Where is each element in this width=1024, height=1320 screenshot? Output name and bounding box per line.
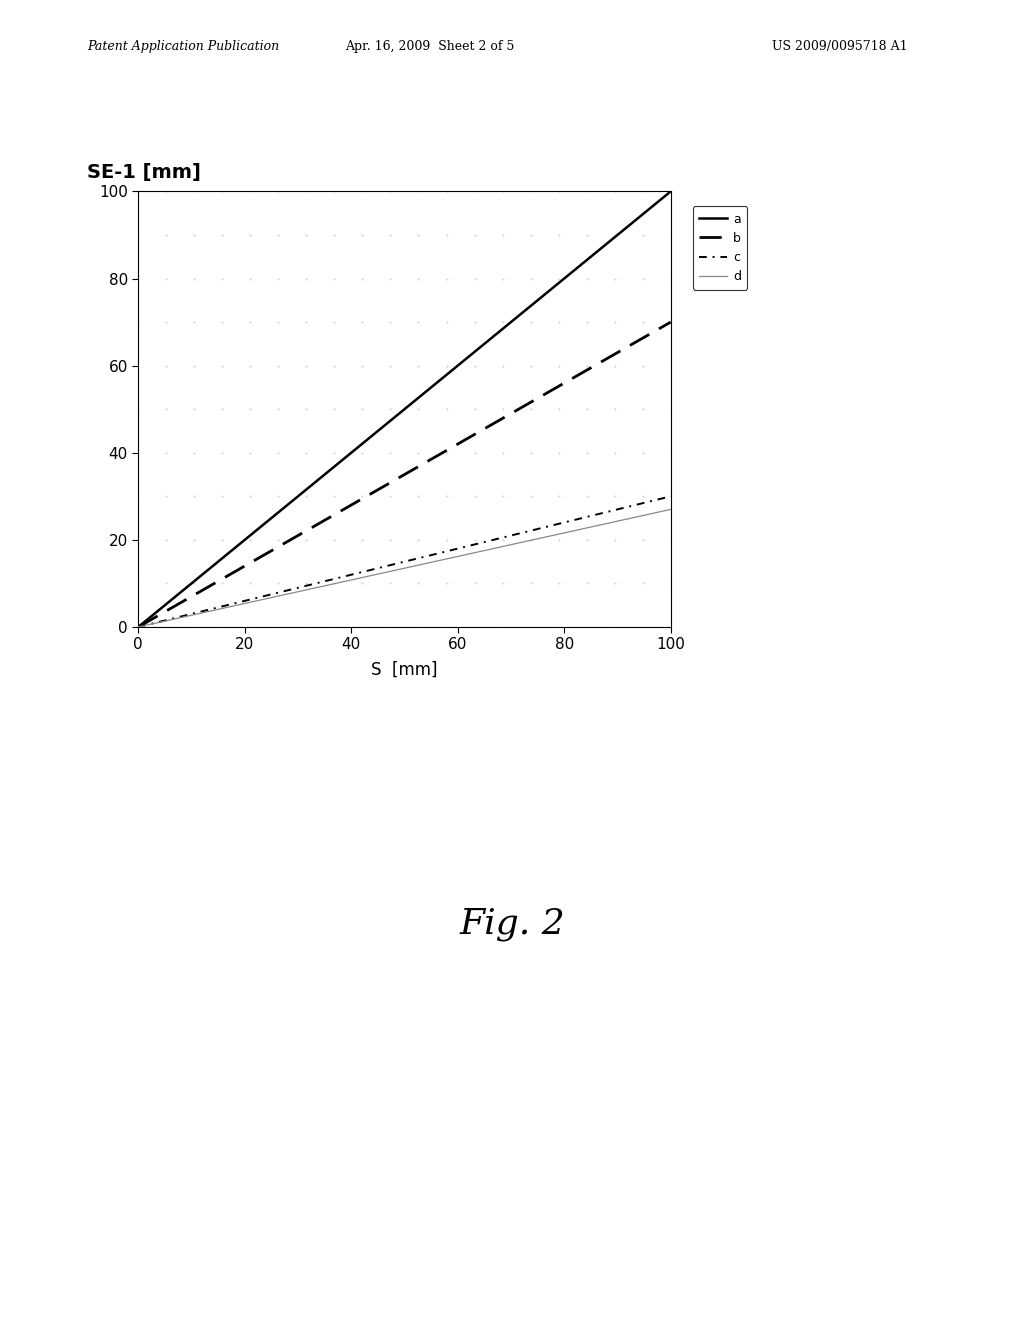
- Legend: a, b, c, d: a, b, c, d: [693, 206, 748, 289]
- X-axis label: S  [mm]: S [mm]: [372, 661, 437, 678]
- Text: US 2009/0095718 A1: US 2009/0095718 A1: [772, 40, 907, 53]
- Text: Fig. 2: Fig. 2: [459, 907, 565, 941]
- Text: Apr. 16, 2009  Sheet 2 of 5: Apr. 16, 2009 Sheet 2 of 5: [345, 40, 515, 53]
- Text: Patent Application Publication: Patent Application Publication: [87, 40, 280, 53]
- Text: SE-1 [mm]: SE-1 [mm]: [87, 164, 201, 182]
